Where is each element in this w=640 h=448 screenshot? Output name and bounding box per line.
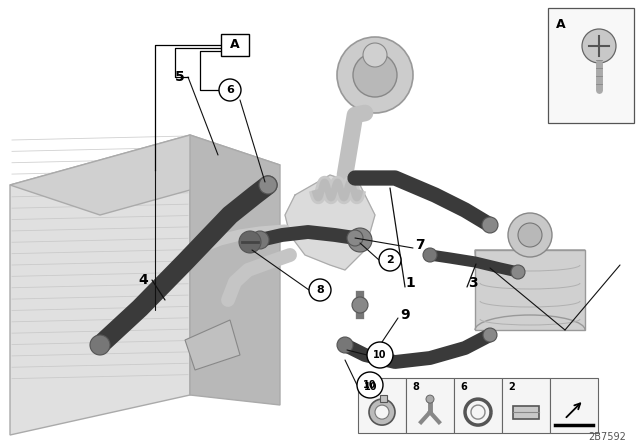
Circle shape bbox=[337, 337, 353, 353]
Text: 7: 7 bbox=[415, 238, 424, 252]
Polygon shape bbox=[285, 175, 375, 270]
Polygon shape bbox=[190, 135, 280, 405]
Circle shape bbox=[348, 228, 372, 252]
Text: A: A bbox=[556, 17, 566, 30]
Circle shape bbox=[483, 328, 497, 342]
Bar bbox=[513, 406, 539, 419]
Text: 3: 3 bbox=[468, 276, 477, 290]
Circle shape bbox=[375, 405, 389, 419]
Bar bbox=[502, 378, 550, 433]
Text: 10: 10 bbox=[364, 382, 378, 392]
Text: 10: 10 bbox=[373, 350, 387, 360]
Circle shape bbox=[309, 279, 331, 301]
Text: 2B7592: 2B7592 bbox=[588, 432, 626, 442]
Bar bbox=[221, 34, 249, 56]
Circle shape bbox=[511, 265, 525, 279]
Bar bbox=[406, 378, 454, 433]
Circle shape bbox=[482, 217, 498, 233]
Circle shape bbox=[426, 395, 434, 403]
Wedge shape bbox=[475, 250, 585, 305]
Text: 4: 4 bbox=[138, 273, 148, 287]
Circle shape bbox=[518, 223, 542, 247]
Circle shape bbox=[90, 335, 110, 355]
Text: 1: 1 bbox=[405, 276, 415, 290]
Bar bbox=[550, 378, 598, 433]
Text: 10: 10 bbox=[364, 380, 377, 390]
Circle shape bbox=[379, 249, 401, 271]
Circle shape bbox=[508, 213, 552, 257]
Circle shape bbox=[423, 248, 437, 262]
Circle shape bbox=[367, 342, 393, 368]
Circle shape bbox=[363, 43, 387, 67]
Circle shape bbox=[353, 53, 397, 97]
Circle shape bbox=[352, 297, 368, 313]
Circle shape bbox=[259, 176, 277, 194]
Text: 6: 6 bbox=[226, 85, 234, 95]
Bar bbox=[454, 378, 502, 433]
Circle shape bbox=[357, 372, 383, 398]
Circle shape bbox=[239, 231, 261, 253]
Text: 8: 8 bbox=[412, 382, 419, 392]
Circle shape bbox=[337, 37, 413, 113]
Polygon shape bbox=[10, 135, 190, 435]
Text: A: A bbox=[230, 39, 240, 52]
Text: 2: 2 bbox=[386, 255, 394, 265]
Text: 2: 2 bbox=[508, 382, 515, 392]
Bar bbox=[548, 8, 634, 123]
Text: 8: 8 bbox=[316, 285, 324, 295]
Polygon shape bbox=[185, 320, 240, 370]
Text: 6: 6 bbox=[460, 382, 467, 392]
Bar bbox=[380, 395, 387, 402]
Circle shape bbox=[347, 230, 363, 246]
Bar bbox=[475, 250, 585, 330]
Text: 5: 5 bbox=[175, 70, 185, 84]
Circle shape bbox=[251, 231, 269, 249]
Circle shape bbox=[582, 29, 616, 63]
Polygon shape bbox=[10, 135, 280, 215]
Text: 9: 9 bbox=[400, 308, 410, 322]
Circle shape bbox=[369, 399, 395, 425]
Circle shape bbox=[219, 79, 241, 101]
Bar bbox=[358, 378, 406, 433]
